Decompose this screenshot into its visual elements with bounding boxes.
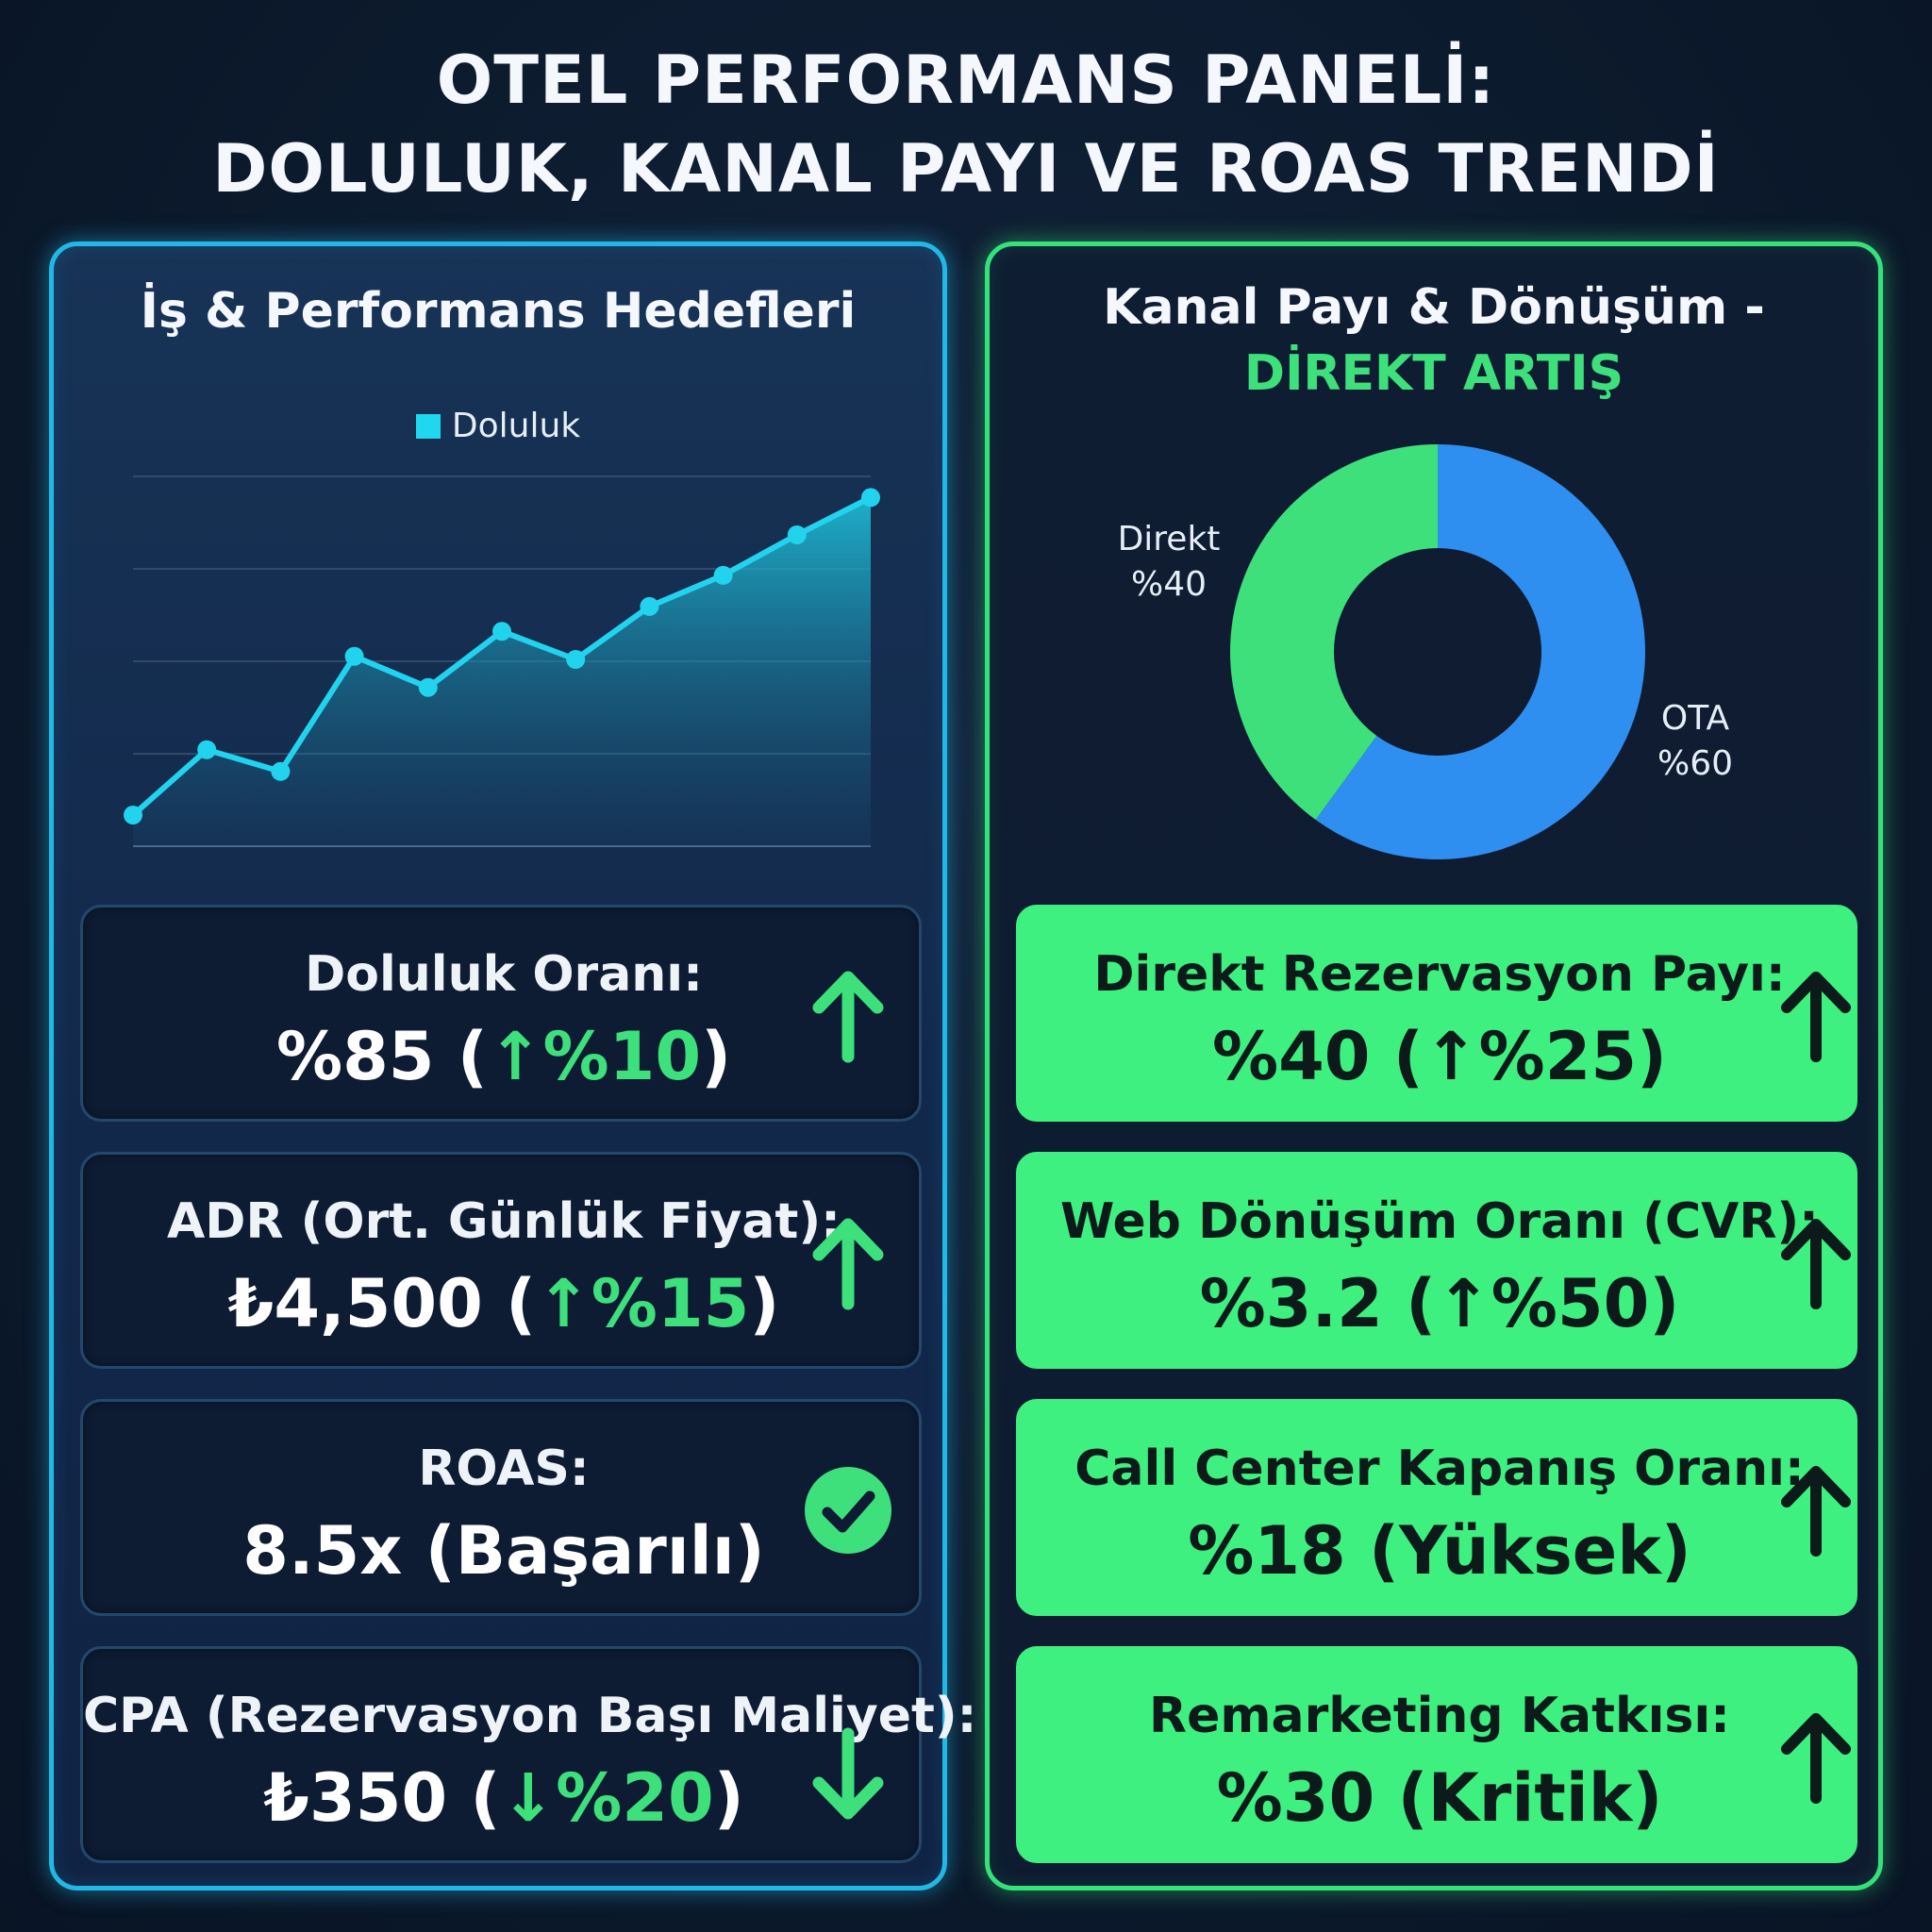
doluluk-line-chart <box>124 475 880 847</box>
value-main: 8.5x (Başarılı) <box>242 1512 765 1590</box>
doluluk-data-point <box>492 622 511 641</box>
doluluk-data-point <box>344 646 364 666</box>
arrow-up-icon <box>1781 1219 1851 1309</box>
value-delta: ↓%20 <box>500 1759 714 1837</box>
donut-slice-ota <box>1315 444 1645 859</box>
card-value: %18 (Yüksek) <box>1188 1512 1691 1590</box>
value-end: ) <box>749 1265 780 1342</box>
value-end: ) <box>701 1018 732 1095</box>
doluluk-data-point <box>640 596 659 616</box>
doluluk-data-point <box>566 650 586 669</box>
left-panel-title: İş & Performans Hedefleri <box>140 283 857 340</box>
legend-swatch <box>415 414 441 439</box>
arrow-up-icon <box>1781 972 1851 1062</box>
page-title: OTEL PERFORMANS PANELİ: DOLULUK, KANAL P… <box>0 36 1932 213</box>
doluluk-data-point <box>271 761 291 781</box>
legend-label-doluluk: Doluluk <box>451 407 581 445</box>
card-label: Doluluk Oranı: <box>305 946 703 1003</box>
card-label: Web Dönüşüm Oranı (CVR): <box>1060 1193 1819 1250</box>
doluluk-data-point <box>861 488 880 508</box>
donut-pct-ota: %60 <box>1657 744 1733 783</box>
doluluk-data-point <box>713 565 733 585</box>
value-delta: ↑%10 <box>487 1018 702 1095</box>
card-value: %30 (Kritik) <box>1216 1759 1663 1837</box>
arrow-up-icon <box>812 1218 884 1310</box>
arrow-up-icon <box>1781 1466 1851 1557</box>
card-label: CPA (Rezervasyon Başı Maliyet): <box>83 1688 977 1744</box>
card-value: %40 (↑%25) <box>1211 1018 1668 1095</box>
right-panel-title: Kanal Payı & Dönüşüm - <box>1103 279 1765 336</box>
card-label: Call Center Kapanış Oranı: <box>1074 1441 1805 1497</box>
page-title-line2: DOLULUK, KANAL PAYI VE ROAS TRENDİ <box>212 130 1720 208</box>
value-end: ) <box>713 1759 744 1837</box>
metric-card-remarketing: Remarketing Katkısı: %30 (Kritik) <box>1016 1646 1857 1863</box>
doluluk-area <box>133 497 871 846</box>
donut-label-ota: OTA <box>1661 699 1730 738</box>
metric-card-doluluk: Doluluk Oranı: %85 (↑%10) <box>80 905 922 1122</box>
value-delta: ↑%15 <box>536 1265 750 1342</box>
donut-label-direkt: Direkt <box>1118 520 1221 558</box>
arrow-up-icon <box>1781 1713 1851 1804</box>
metric-card-adr: ADR (Ort. Günlük Fiyat): ₺4,500 (↑%15) <box>80 1152 922 1369</box>
page-title-line1: OTEL PERFORMANS PANELİ: <box>436 42 1496 119</box>
right-panel-subtitle: DİREKT ARTIŞ <box>1243 345 1624 402</box>
card-label: Direkt Rezervasyon Payı: <box>1093 946 1786 1003</box>
metric-card-cpa: CPA (Rezervasyon Başı Maliyet): ₺350 (↓%… <box>80 1646 977 1863</box>
left-panel: İş & Performans Hedefleri Doluluk Dolulu… <box>49 242 977 1890</box>
card-label: ROAS: <box>418 1441 590 1497</box>
doluluk-data-point <box>124 806 142 824</box>
donut-pct-direkt: %40 <box>1131 565 1207 604</box>
card-value: ₺350 (↓%20) <box>83 1758 924 1838</box>
check-circle-icon <box>805 1467 891 1554</box>
card-label: Remarketing Katkısı: <box>1149 1688 1730 1744</box>
metric-card-direkt-pay: Direkt Rezervasyon Payı: %40 (↑%25) <box>1016 905 1857 1122</box>
value-main: ₺350 ( <box>263 1759 501 1837</box>
card-value: 8.5x (Başarılı) <box>83 1511 924 1591</box>
value-main: %85 ( <box>275 1018 488 1095</box>
channel-donut-chart: Direkt %40 OTA %60 <box>1118 444 1733 859</box>
donut-slice-direkt <box>1230 444 1438 820</box>
card-value: ₺4,500 (↑%15) <box>83 1264 924 1343</box>
doluluk-data-point <box>197 740 217 759</box>
metric-card-call-center: Call Center Kapanış Oranı: %18 (Yüksek) <box>1016 1399 1857 1616</box>
right-panel: Kanal Payı & Dönüşüm - DİREKT ARTIŞ Dire… <box>985 242 1883 1890</box>
metric-card-roas: ROAS: 8.5x (Başarılı) <box>80 1399 922 1616</box>
card-label: ADR (Ort. Günlük Fiyat): <box>167 1193 841 1250</box>
metric-card-web-cvr: Web Dönüşüm Oranı (CVR): %3.2 (↑%50) <box>1016 1152 1857 1369</box>
card-value: %3.2 (↑%50) <box>1199 1265 1680 1342</box>
chart-legend: Doluluk <box>54 407 942 445</box>
value-main: ₺4,500 ( <box>227 1265 537 1342</box>
arrow-up-icon <box>812 971 884 1063</box>
doluluk-data-point <box>787 525 807 544</box>
card-value: %85 (↑%10) <box>83 1017 924 1096</box>
doluluk-data-point <box>418 677 438 697</box>
arrow-down-icon <box>812 1727 884 1820</box>
